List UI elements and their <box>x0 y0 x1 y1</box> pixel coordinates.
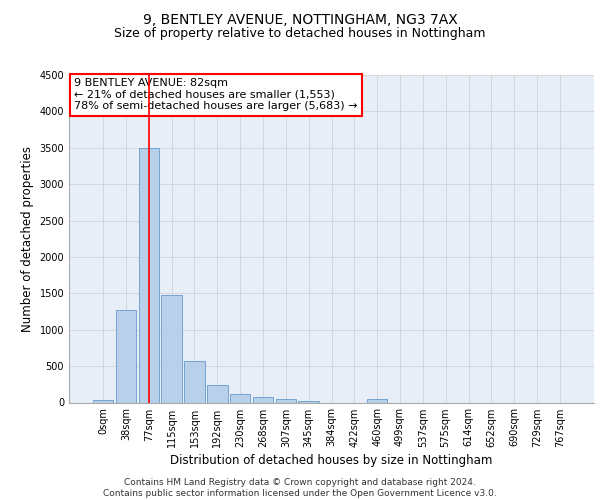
Bar <box>207 386 227 402</box>
Bar <box>275 399 296 402</box>
Bar <box>253 397 273 402</box>
Bar <box>116 310 136 402</box>
Bar <box>298 401 319 402</box>
Bar <box>93 400 113 402</box>
Text: Size of property relative to detached houses in Nottingham: Size of property relative to detached ho… <box>114 28 486 40</box>
Bar <box>230 394 250 402</box>
Bar <box>367 399 388 402</box>
Y-axis label: Number of detached properties: Number of detached properties <box>21 146 34 332</box>
Bar <box>161 295 182 403</box>
Text: 9 BENTLEY AVENUE: 82sqm
← 21% of detached houses are smaller (1,553)
78% of semi: 9 BENTLEY AVENUE: 82sqm ← 21% of detache… <box>74 78 358 112</box>
Bar <box>139 148 159 403</box>
Text: 9, BENTLEY AVENUE, NOTTINGHAM, NG3 7AX: 9, BENTLEY AVENUE, NOTTINGHAM, NG3 7AX <box>143 12 457 26</box>
X-axis label: Distribution of detached houses by size in Nottingham: Distribution of detached houses by size … <box>170 454 493 467</box>
Bar <box>184 361 205 403</box>
Text: Contains HM Land Registry data © Crown copyright and database right 2024.
Contai: Contains HM Land Registry data © Crown c… <box>103 478 497 498</box>
